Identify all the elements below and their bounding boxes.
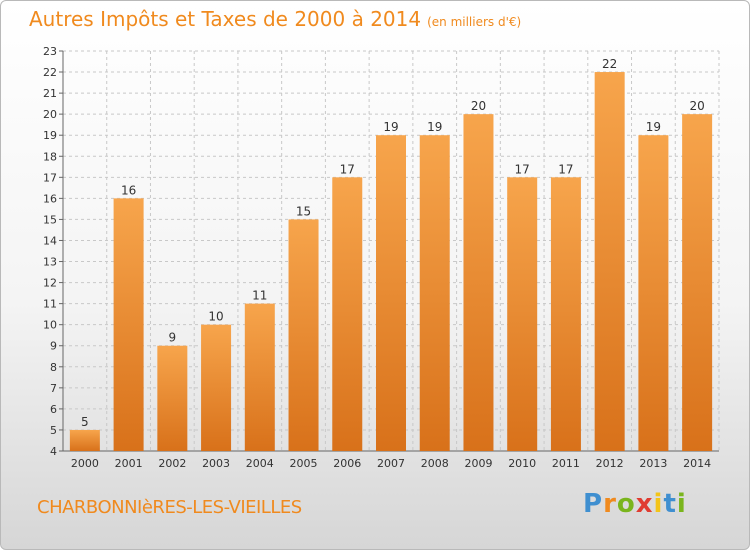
data-label: 17	[340, 162, 355, 176]
logo-letter: o	[616, 489, 636, 519]
bar	[157, 345, 188, 451]
x-tick-label: 2000	[71, 457, 99, 470]
x-tick-label: 2002	[158, 457, 186, 470]
y-tick-label: 9	[50, 340, 57, 353]
x-tick-label: 2011	[552, 457, 580, 470]
x-tick-label: 2007	[377, 457, 405, 470]
chart-title-text: Autres Impôts et Taxes de 2000 à 2014	[29, 7, 422, 31]
data-label: 11	[252, 289, 267, 303]
data-label: 19	[427, 120, 442, 134]
logo-letter: r	[603, 489, 617, 519]
data-label: 19	[383, 120, 398, 134]
y-tick-label: 17	[43, 171, 57, 184]
data-label: 5	[81, 415, 89, 429]
y-tick-label: 23	[43, 45, 57, 58]
y-tick-label: 21	[43, 87, 57, 100]
data-label: 10	[208, 310, 223, 324]
data-label: 20	[471, 99, 486, 113]
y-tick-label: 19	[43, 129, 57, 142]
y-tick-label: 6	[50, 403, 57, 416]
bar	[69, 429, 100, 451]
y-tick-label: 16	[43, 192, 57, 205]
y-tick-label: 5	[50, 424, 57, 437]
y-tick-label: 4	[50, 445, 57, 458]
data-label: 16	[121, 183, 136, 197]
y-tick-label: 11	[43, 298, 57, 311]
chart-unit: (en milliers d'€)	[427, 15, 522, 29]
proxiti-logo: Proxiti	[583, 489, 687, 519]
chart-title: Autres Impôts et Taxes de 2000 à 2014 (en…	[29, 7, 521, 31]
y-tick-label: 12	[43, 277, 57, 290]
bar	[507, 177, 538, 451]
data-label: 9	[169, 331, 177, 345]
logo-letter: P	[583, 489, 604, 519]
commune-name: CHARBONNIèRES-LES-VIEILLES	[37, 497, 302, 518]
x-tick-label: 2014	[683, 457, 711, 470]
x-tick-label: 2001	[115, 457, 143, 470]
y-tick-label: 14	[43, 234, 57, 247]
bar	[682, 114, 713, 451]
data-label: 20	[689, 99, 704, 113]
x-tick-label: 2004	[246, 457, 274, 470]
data-label: 17	[558, 162, 573, 176]
logo-letter: t	[663, 489, 677, 519]
x-tick-label: 2012	[596, 457, 624, 470]
bar	[550, 177, 581, 451]
data-label: 15	[296, 204, 311, 218]
bar	[463, 114, 494, 451]
bar	[376, 135, 406, 452]
x-tick-label: 2010	[508, 457, 536, 470]
y-tick-label: 7	[50, 382, 57, 395]
logo-letter: i	[653, 489, 664, 519]
bar	[332, 177, 363, 451]
y-tick-label: 18	[43, 150, 57, 163]
x-tick-label: 2005	[290, 457, 318, 470]
y-tick-label: 13	[43, 256, 57, 269]
x-tick-label: 2006	[333, 457, 361, 470]
x-tick-label: 2008	[421, 457, 449, 470]
x-tick-label: 2013	[639, 457, 667, 470]
y-tick-label: 22	[43, 66, 57, 79]
data-label: 19	[646, 120, 661, 134]
bar	[244, 303, 275, 451]
bar	[113, 198, 144, 451]
logo-letter: i	[676, 489, 687, 519]
y-tick-label: 15	[43, 213, 57, 226]
data-label: 22	[602, 57, 617, 71]
logo-letter: x	[635, 489, 654, 519]
bar	[201, 324, 232, 451]
bar	[638, 135, 669, 452]
y-tick-label: 20	[43, 108, 57, 121]
bar	[594, 72, 625, 451]
x-tick-label: 2009	[464, 457, 492, 470]
y-tick-label: 10	[43, 319, 57, 332]
x-tick-label: 2003	[202, 457, 230, 470]
data-label: 17	[515, 162, 530, 176]
bar	[419, 135, 450, 452]
y-tick-label: 8	[50, 361, 57, 374]
bar	[288, 219, 319, 451]
